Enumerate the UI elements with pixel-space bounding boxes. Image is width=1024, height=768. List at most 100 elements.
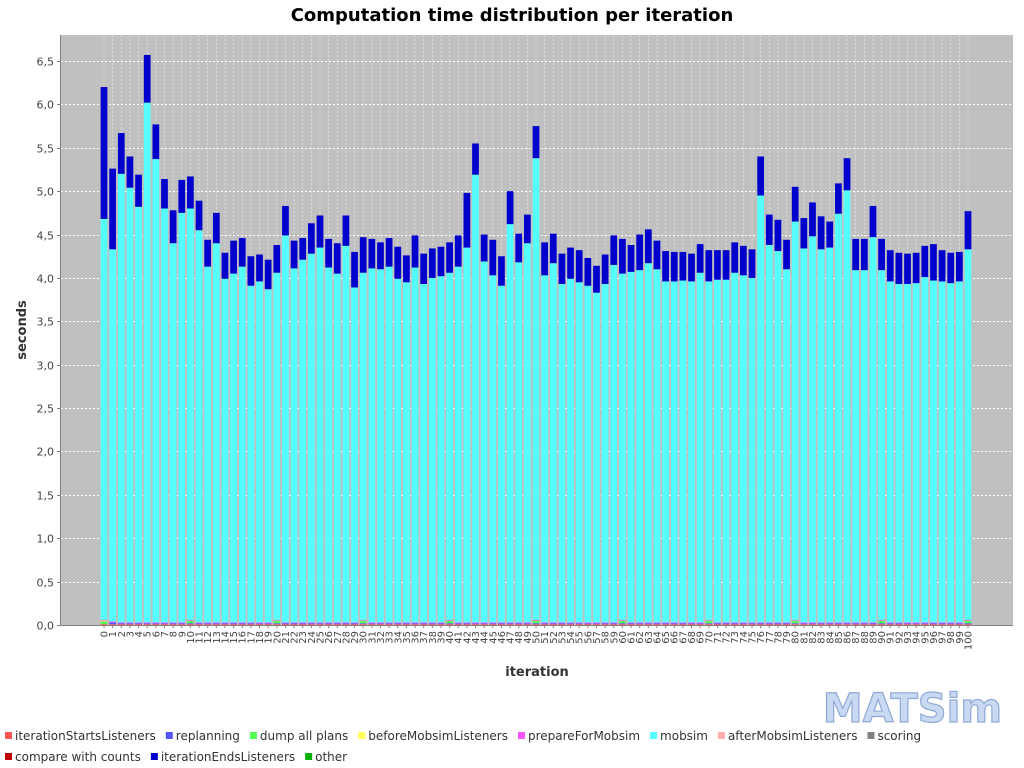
bar-segment	[636, 234, 644, 271]
x-tick-label: 13	[212, 631, 223, 644]
bar-segment	[523, 243, 531, 623]
x-tick-label: 77	[765, 631, 776, 644]
bar-segment	[688, 623, 695, 625]
y-tick-label: 2,0	[37, 446, 55, 459]
bar-segment	[627, 623, 635, 625]
bar-segment	[739, 245, 747, 276]
bar-segment	[955, 623, 963, 625]
bar-segment	[316, 215, 324, 248]
x-tick-label: 86	[843, 631, 854, 644]
bar-segment	[135, 622, 142, 624]
bar-segment	[126, 187, 134, 623]
x-tick-label: 17	[246, 631, 257, 644]
bar-segment	[256, 281, 263, 623]
bar-segment	[437, 276, 445, 623]
bar-segment	[549, 622, 557, 624]
bar-segment	[610, 235, 618, 265]
x-tick-label: 18	[255, 631, 266, 644]
x-tick-label: 87	[851, 631, 862, 644]
x-tick-label: 0	[100, 631, 111, 637]
bar-segment	[247, 623, 255, 625]
bar-segment	[558, 622, 566, 624]
bar-segment	[584, 624, 592, 625]
bar-segment	[593, 623, 600, 625]
bar-segment	[619, 238, 626, 274]
bar-segment	[333, 622, 341, 624]
bar-segment	[947, 623, 955, 625]
bar-segment	[662, 251, 669, 282]
bar-segment	[584, 285, 592, 623]
x-axis-label: iteration	[505, 665, 569, 680]
bar-segment	[670, 281, 678, 623]
bar-segment	[826, 624, 834, 625]
bar-segment	[636, 622, 644, 624]
bar-segment	[333, 623, 341, 625]
bar-segment	[541, 622, 549, 624]
bar-segment	[135, 624, 142, 625]
bar-segment	[515, 262, 523, 623]
bar-segment	[895, 284, 903, 623]
bar-segment	[549, 624, 557, 625]
bar-segment	[791, 623, 799, 625]
bar-segment	[472, 622, 479, 624]
bar-segment	[221, 252, 229, 279]
bar-segment	[575, 622, 583, 624]
bar-segment	[489, 275, 497, 623]
bar-segment	[230, 273, 237, 623]
bar-segment	[662, 623, 669, 625]
bar-segment	[800, 622, 808, 624]
x-tick-label: 52	[549, 631, 560, 644]
bar-segment	[636, 624, 644, 625]
x-axis-ticks: 0123456789101112131415161718192021222324…	[100, 625, 975, 650]
bar-segment	[947, 624, 955, 625]
bar-segment	[463, 622, 471, 624]
bar-segment	[299, 624, 307, 625]
bar-segment	[627, 271, 635, 623]
bar-segment	[705, 250, 713, 282]
x-tick-label: 39	[436, 631, 447, 644]
bar-segment	[878, 619, 885, 621]
bar-segment	[852, 622, 860, 624]
bar-segment	[878, 623, 885, 625]
bar-segment	[117, 173, 125, 623]
legend-item: afterMobsimListeners	[717, 729, 857, 743]
legend-swatch	[650, 732, 658, 739]
legend-label: other	[315, 750, 347, 764]
bar-segment	[869, 205, 877, 238]
x-tick-label: 59	[609, 631, 620, 644]
bar-segment	[731, 622, 739, 624]
x-tick-label: 12	[203, 631, 214, 644]
bar-segment	[748, 277, 756, 623]
bar-segment	[195, 624, 203, 625]
bar-segment	[523, 622, 531, 624]
bar-segment	[869, 622, 877, 624]
bar-segment	[921, 623, 929, 625]
bar-segment	[748, 622, 756, 624]
bar-segment	[169, 623, 177, 625]
x-tick-label: 54	[566, 631, 577, 644]
bar-segment	[428, 623, 436, 625]
bar-segment	[809, 624, 816, 625]
bar-segment	[653, 623, 661, 625]
bar-segment	[178, 624, 186, 625]
bar-segment	[178, 179, 186, 213]
bar-segment	[783, 624, 790, 625]
bar-segment	[212, 212, 220, 244]
bar-segment	[273, 624, 281, 625]
bar-segment	[774, 622, 782, 624]
bar-segment	[644, 263, 652, 623]
bar-segment	[299, 259, 307, 623]
bar-segment	[886, 281, 894, 623]
x-tick-label: 15	[229, 631, 240, 644]
bar-segment	[809, 236, 816, 623]
x-tick-label: 64	[652, 631, 663, 644]
x-tick-label: 57	[592, 631, 603, 644]
x-tick-label: 82	[808, 631, 819, 644]
x-tick-label: 34	[393, 631, 404, 644]
bar-segment	[161, 624, 168, 625]
legend-label: mobsim	[660, 729, 708, 743]
x-tick-label: 33	[385, 631, 396, 644]
legend-swatch	[717, 732, 725, 739]
bar-segment	[774, 624, 782, 625]
x-tick-label: 50	[532, 631, 543, 644]
